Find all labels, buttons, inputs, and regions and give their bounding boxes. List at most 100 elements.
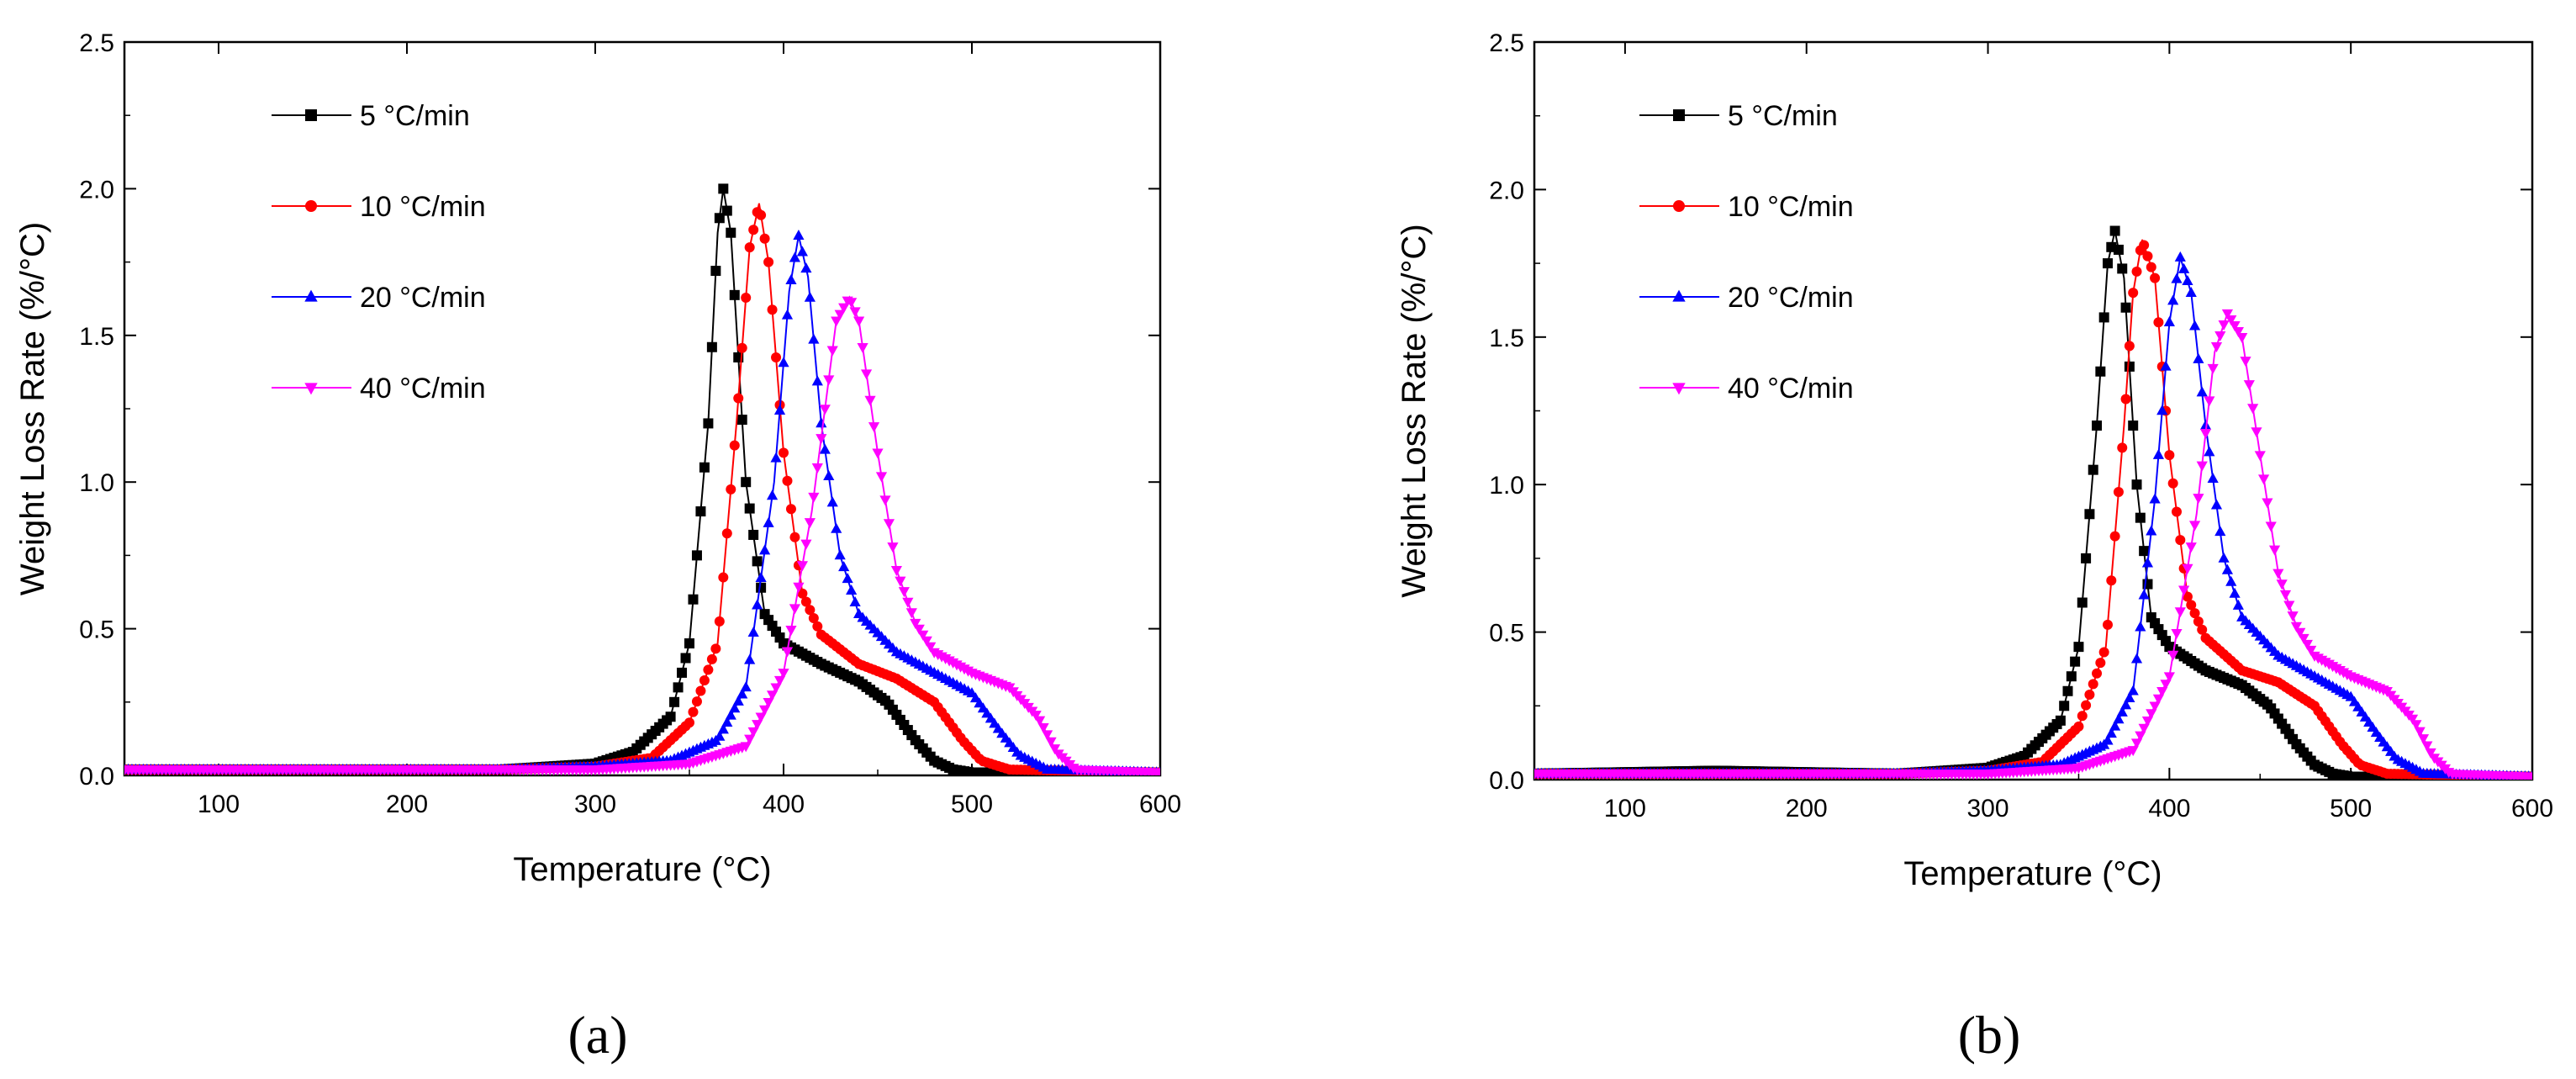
data-point xyxy=(2102,619,2113,630)
data-point xyxy=(1037,722,1049,733)
data-point xyxy=(811,463,823,473)
y-tick-label: 1.0 xyxy=(1489,472,1524,500)
chart-panel-b: 100 200 300 400 500 600 0.0 0.5 1.0 1.5 2.0 2.5 Temp… xyxy=(1396,29,2553,1065)
x-tick-label: 400 xyxy=(2148,795,2190,822)
data-point xyxy=(838,561,850,572)
data-point xyxy=(2167,294,2179,305)
data-point xyxy=(2109,225,2120,236)
data-point xyxy=(725,709,736,720)
data-point xyxy=(2059,701,2070,711)
data-point xyxy=(752,720,763,731)
data-point xyxy=(2163,316,2175,327)
data-point xyxy=(826,346,838,357)
data-point xyxy=(2182,274,2193,285)
data-point xyxy=(748,225,759,235)
data-point xyxy=(895,576,906,587)
series-2 xyxy=(1534,251,2532,780)
data-point xyxy=(853,316,865,327)
data-point xyxy=(747,627,759,637)
data-point xyxy=(910,618,921,629)
data-point xyxy=(808,492,820,503)
data-point xyxy=(2406,714,2419,725)
data-point xyxy=(2088,679,2098,690)
x-tick-label: 500 xyxy=(951,791,993,818)
data-point xyxy=(744,653,756,664)
data-point xyxy=(2254,451,2266,462)
data-point xyxy=(808,613,819,624)
x-tick-label: 200 xyxy=(1786,795,1828,822)
data-point xyxy=(2150,272,2161,283)
data-point xyxy=(2124,691,2135,702)
data-point xyxy=(902,597,914,608)
data-point xyxy=(2240,357,2251,368)
data-point xyxy=(699,674,710,685)
legend-label: 40 °C/min xyxy=(1728,373,1854,405)
data-point xyxy=(2062,685,2073,696)
data-point xyxy=(744,734,756,745)
data-point xyxy=(770,683,782,694)
series-line xyxy=(124,295,1160,774)
data-point xyxy=(691,550,702,561)
data-point xyxy=(2127,685,2139,696)
data-point xyxy=(872,448,884,459)
data-point xyxy=(2174,607,2186,618)
data-point xyxy=(2109,720,2121,731)
data-point xyxy=(2077,711,2088,722)
data-point xyxy=(2095,658,2106,669)
x-tick-label: 300 xyxy=(574,791,616,818)
data-point xyxy=(834,549,846,560)
data-point xyxy=(2290,621,2303,632)
data-point xyxy=(2152,448,2165,459)
y-axis-title: Weight Loss Rate (%/°C) xyxy=(1396,224,1433,597)
data-point xyxy=(688,594,699,605)
data-point xyxy=(834,309,846,320)
data-point xyxy=(2232,326,2244,337)
data-point xyxy=(846,298,858,309)
x-axis-title: Temperature (°C) xyxy=(513,851,771,888)
data-point xyxy=(665,711,676,722)
legend-label: 5 °C/min xyxy=(360,100,470,132)
legend-marker xyxy=(1673,200,1685,212)
data-point xyxy=(2113,713,2125,724)
data-point xyxy=(2156,405,2168,415)
x-axis-title: Temperature (°C) xyxy=(1903,855,2162,892)
x-tick-label: 200 xyxy=(386,791,428,818)
data-point xyxy=(2141,557,2154,568)
data-point xyxy=(759,233,770,244)
data-point xyxy=(812,621,823,632)
y-tick-label: 1.0 xyxy=(79,469,114,497)
data-point xyxy=(2305,645,2317,656)
data-point xyxy=(744,242,755,253)
data-point xyxy=(831,522,842,533)
data-point xyxy=(2153,317,2164,328)
data-point xyxy=(684,638,694,649)
data-point xyxy=(752,599,763,610)
data-point xyxy=(2232,599,2244,610)
data-point xyxy=(2262,498,2273,509)
data-point xyxy=(782,475,793,486)
data-point xyxy=(2301,639,2313,650)
data-point xyxy=(778,669,789,680)
data-point xyxy=(890,566,902,577)
data-point xyxy=(2135,731,2146,742)
legend-marker xyxy=(1673,109,1685,121)
data-point xyxy=(2088,464,2098,475)
data-point xyxy=(826,496,838,507)
data-point xyxy=(718,572,729,583)
data-point xyxy=(2102,734,2114,745)
data-point xyxy=(2204,396,2215,407)
data-point xyxy=(684,717,694,728)
plot-frame xyxy=(123,40,1162,777)
data-point xyxy=(2119,699,2132,710)
data-point xyxy=(2117,442,2128,453)
data-point xyxy=(2207,363,2219,374)
data-point xyxy=(2196,461,2208,472)
data-point xyxy=(2138,589,2150,600)
data-point xyxy=(2178,262,2190,273)
legend-label: 20 °C/min xyxy=(1728,282,1854,314)
data-point xyxy=(2128,420,2139,431)
data-point xyxy=(2283,600,2295,611)
data-point xyxy=(726,227,736,238)
data-point xyxy=(2098,647,2109,658)
